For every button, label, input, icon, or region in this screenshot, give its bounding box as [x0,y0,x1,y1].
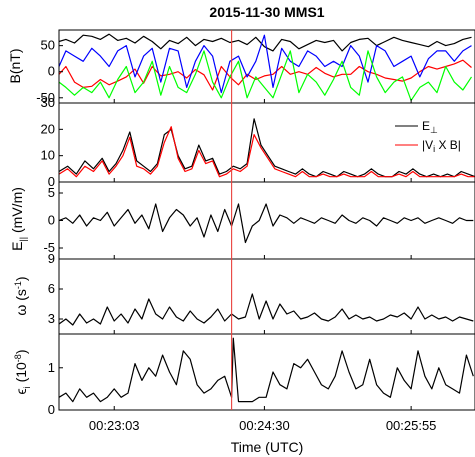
figure-title: 2015-11-30 MMS1 [209,4,324,20]
panel-omega: 3 6 9 ω (s-1) [13,251,475,335]
plot-frame-0 [58,29,475,104]
panel-b-field-plot: -50 0 50 [36,29,475,105]
y-tick-label-1-0: 0 [48,174,55,189]
panel-e-parallel: -5 0 5 E|| (mV/m) [9,181,475,260]
y-tick-label-2-1: 0 [48,213,55,228]
y-tick-label-1-3: 30 [41,95,55,110]
series-line-2-0 [58,203,474,244]
series-line-0-0 [58,33,472,52]
x-axis: 00:23:03 00:24:30 00:25:55 [89,418,437,433]
x-tick-label-0: 00:23:03 [89,418,140,433]
panel-omega-plot: 3 6 9 [48,251,475,335]
panel-e-parallel-plot: -5 0 5 [43,181,475,260]
series-line-4-0 [58,337,474,403]
y-tick-label-0-2: 50 [41,38,55,53]
panel-epsilon: 01 ϵi (10-8) [13,333,475,417]
panel-epsilon-ylabel: ϵi (10-8) [13,350,32,395]
x-tick-label-1: 00:24:30 [239,418,290,433]
panel-epsilon-plot: 01 [48,333,475,417]
y-tick-label-1-1: 10 [41,148,55,163]
y-tick-label-0-0: -50 [36,90,55,105]
series-line-0-2 [58,34,472,94]
y-tick-label-3-1: 6 [48,281,55,296]
panel-b-field: -50 0 50 B(nT) [7,29,475,105]
y-tick-label-4-0: 0 [48,402,55,417]
y-tick-label-2-0: -5 [43,240,55,255]
plot-frame-3 [58,258,475,335]
legend-label-vxb: |Vi X B| [422,138,461,154]
x-axis-label: Time (UTC) [231,439,304,455]
panel-e-perp-plot: 0 10 20 30 [41,95,475,189]
series-line-0-3 [58,50,473,102]
series-line-0-1 [58,59,472,91]
series-line-3-0 [58,293,474,326]
legend: E⊥ |Vi X B| [395,119,461,154]
series-line-1-0 [58,118,475,178]
y-tick-label-3-2: 9 [48,251,55,266]
y-tick-label-1-2: 20 [41,121,55,136]
panel-e-parallel-ylabel: E|| (mV/m) [9,187,28,251]
y-tick-label-0-1: 0 [48,64,55,79]
series-line-1-1 [58,126,475,178]
panel-e-perp: 0 10 20 30 E⊥ |Vi X B| [41,95,475,189]
legend-label-e-perp: E⊥ [422,119,438,135]
y-tick-label-4-1: 1 [48,360,55,375]
y-tick-label-3-0: 3 [48,311,55,326]
plot-frame-1 [58,102,475,183]
y-tick-label-2-2: 5 [48,185,55,200]
x-tick-label-2: 00:25:55 [386,418,437,433]
plot-frame-4 [58,333,475,411]
panel-b-field-ylabel: B(nT) [7,49,23,84]
panel-omega-ylabel: ω (s-1) [13,276,29,315]
